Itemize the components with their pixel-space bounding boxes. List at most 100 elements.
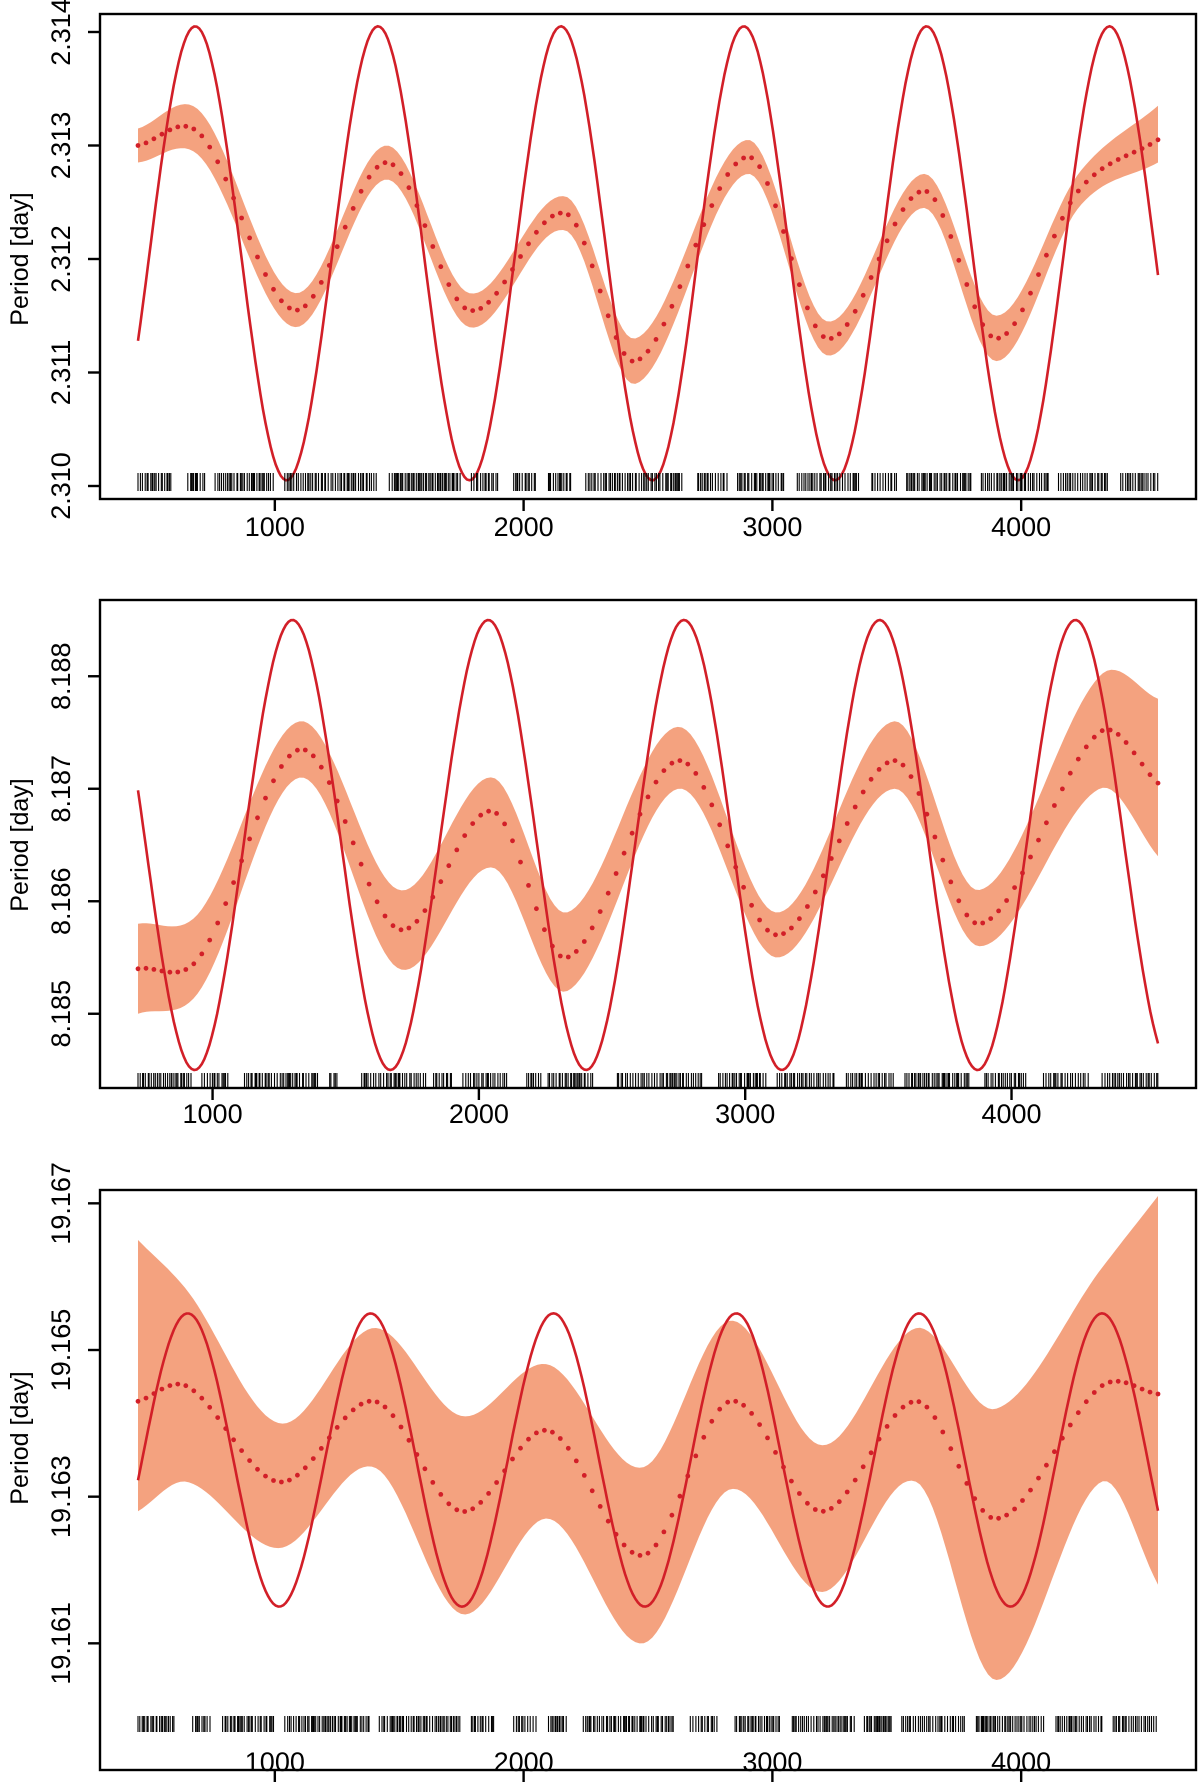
estimate-dot [430,1480,436,1485]
estimate-dot [1083,1399,1089,1405]
estimate-dot [1044,820,1049,826]
estimate-dot [589,925,595,931]
estimate-dot [207,1404,213,1410]
estimate-dot [988,333,994,339]
estimate-dot [135,143,141,148]
estimate-dot [1139,761,1145,767]
estimate-dot [1004,1512,1009,1518]
estimate-dot [1060,1435,1065,1441]
estimate-dot [924,189,930,194]
estimate-dot [844,1489,850,1495]
estimate-dot [215,920,221,926]
estimate-dot [310,753,316,759]
y-tick-label: 2.310 [46,452,76,520]
estimate-dot [613,1531,619,1537]
estimate-dot [1020,1498,1025,1503]
estimate-dots [135,1378,1161,1558]
y-tick-label: 19.167 [46,1162,76,1245]
estimate-dot [358,1401,364,1407]
estimate-dot [605,313,611,319]
estimate-dot [478,812,484,818]
estimate-dot [916,189,922,195]
estimate-dot [454,1507,460,1513]
estimate-dot [191,1388,197,1394]
estimate-dot [781,1464,786,1470]
estimate-dot [534,1430,539,1436]
estimate-dot [629,358,635,364]
estimate-dot [175,124,181,130]
estimate-dot [1115,732,1121,737]
estimate-dot [996,1515,1001,1521]
estimate-dot [1036,272,1041,277]
estimate-dot [494,1480,499,1485]
estimate-dot [852,804,858,810]
estimate-dot [661,768,667,773]
estimate-dot [1004,898,1009,903]
estimate-dot [318,1446,324,1451]
estimate-dot [669,303,675,309]
estimate-dot [908,196,914,202]
estimate-dot [183,123,189,129]
estimate-dot [677,1493,683,1499]
estimate-dot [908,1399,914,1405]
estimate-dot [597,909,603,914]
estimate-dot [757,1422,762,1427]
estimate-dot [326,263,332,268]
estimate-dot [350,206,356,211]
estimate-dot [1147,142,1153,147]
estimate-dot [733,864,739,870]
estimate-dot [215,159,221,165]
estimate-dot [231,1437,237,1443]
estimate-dot [143,965,149,971]
estimate-dot [1123,740,1129,745]
estimate-dot [1147,1389,1153,1395]
estimate-dot [271,286,276,292]
estimate-dot [199,951,205,957]
estimate-dot [844,821,850,826]
estimate-dot [749,1411,754,1416]
estimate-dot [916,791,922,796]
estimate-dot [542,927,547,933]
x-tick-label: 2000 [494,512,554,542]
estimate-dot [1067,770,1073,776]
estimate-dot [438,1492,444,1497]
estimate-dot [502,279,507,285]
estimate-dot [295,1472,300,1478]
estimate-dot [462,305,468,311]
estimate-dot [422,1466,428,1472]
estimate-dot [390,923,396,929]
estimate-dot [1155,1391,1161,1397]
estimate-dot [573,949,579,954]
estimate-dot [207,937,213,943]
estimate-dot [765,181,770,186]
estimate-dot [470,821,476,826]
y-tick-label: 19.161 [46,1602,76,1685]
estimate-dot [693,1453,699,1459]
estimate-dot [518,1445,523,1451]
estimate-dot [597,1504,603,1509]
estimate-dot [374,164,380,170]
y-tick-label: 8.186 [46,867,76,935]
estimate-dot [725,172,731,177]
estimate-dot [430,244,436,249]
estimate-dot [446,1501,452,1507]
estimate-dot [542,1427,547,1433]
estimate-dot [892,221,898,227]
estimate-dot [231,880,237,885]
estimate-dot [964,912,970,918]
estimate-dot [836,1499,842,1505]
estimate-dot [940,213,946,218]
estimate-dot [1091,172,1097,178]
estimate-dot [510,267,515,272]
estimate-dot [334,244,340,250]
estimate-dot [542,220,547,226]
estimate-dot [884,1424,890,1429]
estimate-dot [613,335,619,340]
y-axis-title: Period [day] [6,192,34,325]
estimate-dot [1044,252,1049,258]
estimate-dot [534,229,539,235]
observation-rug [137,1716,1157,1732]
estimate-dot [972,304,978,310]
estimate-dot [980,920,986,926]
estimate-dot [828,856,834,861]
